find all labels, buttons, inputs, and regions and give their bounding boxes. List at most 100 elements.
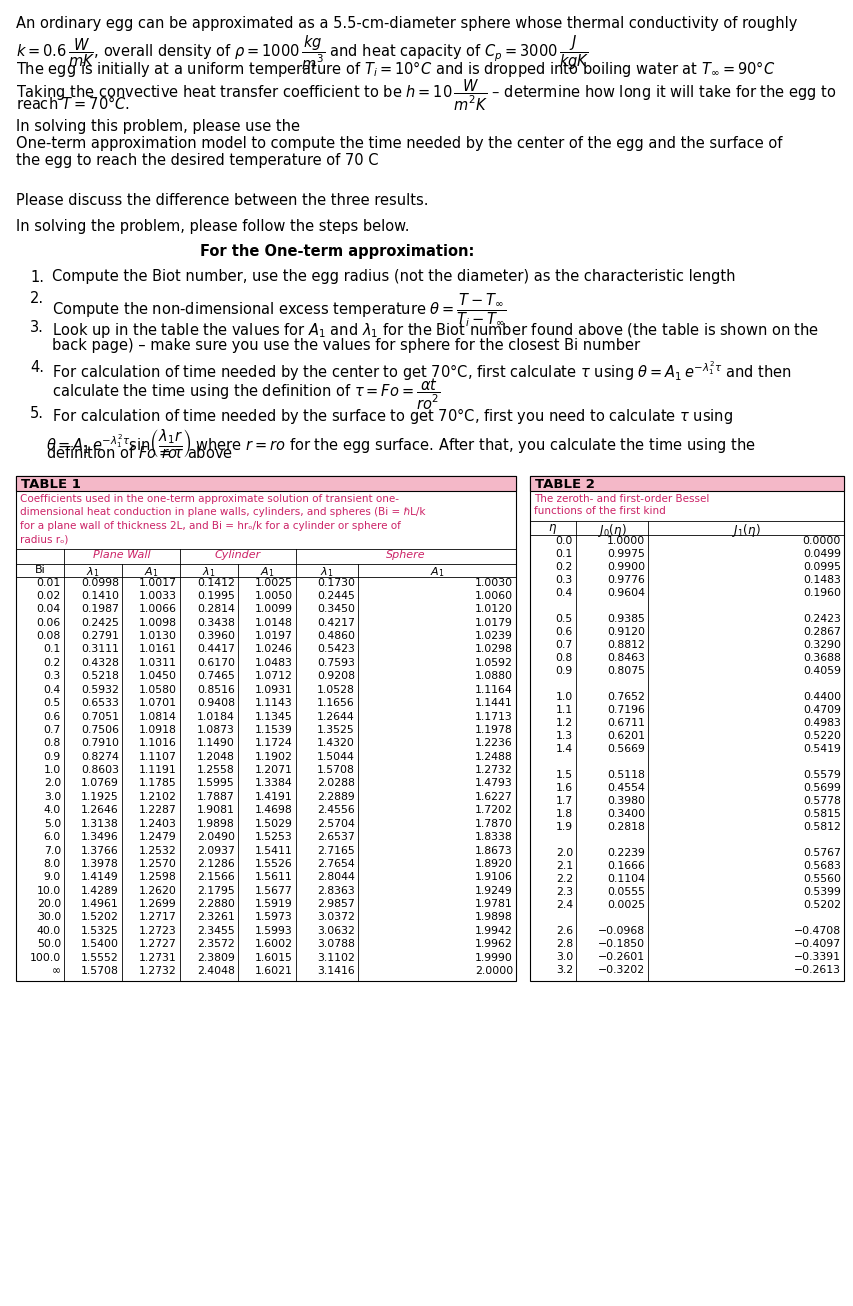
Text: 1.: 1.	[30, 269, 44, 285]
Text: For the One-term approximation:: For the One-term approximation:	[200, 244, 473, 259]
Text: 1.1902: 1.1902	[255, 752, 293, 761]
Text: 1.1539: 1.1539	[255, 725, 293, 735]
Text: 1.7870: 1.7870	[474, 819, 513, 829]
Text: 1.9081: 1.9081	[197, 806, 235, 815]
Text: 1.4793: 1.4793	[474, 778, 513, 789]
Text: 0.8: 0.8	[44, 738, 61, 748]
Text: 3.0: 3.0	[555, 952, 572, 963]
Text: 2.2889: 2.2889	[316, 791, 355, 802]
Text: 2.0: 2.0	[555, 848, 572, 858]
Text: 1.9962: 1.9962	[474, 939, 513, 949]
Text: 1.8920: 1.8920	[474, 859, 513, 868]
Text: 4.0: 4.0	[44, 806, 61, 815]
Text: 1.1016: 1.1016	[139, 738, 177, 748]
Text: 1.0098: 1.0098	[139, 618, 177, 628]
Text: 1.1656: 1.1656	[316, 699, 355, 708]
Text: 2.0288: 2.0288	[316, 778, 355, 789]
Text: 1.5400: 1.5400	[81, 939, 119, 949]
Text: 5.: 5.	[30, 406, 44, 422]
Text: 2.8: 2.8	[555, 939, 572, 949]
Text: 2.0490: 2.0490	[197, 832, 235, 842]
Text: 1.2102: 1.2102	[139, 791, 177, 802]
Text: 2.4048: 2.4048	[197, 966, 235, 976]
Text: 0.1666: 0.1666	[606, 861, 644, 871]
Text: 0.0: 0.0	[555, 535, 572, 546]
Text: Look up in the table the values for $A_1$ and $\lambda_1$ for the Biot number fo: Look up in the table the values for $A_1…	[52, 320, 818, 340]
Text: 1.2236: 1.2236	[474, 738, 513, 748]
Text: 1.4289: 1.4289	[81, 885, 119, 896]
Text: 2.1795: 2.1795	[197, 885, 235, 896]
Text: 0.3960: 0.3960	[197, 631, 235, 641]
Text: 1.5: 1.5	[555, 771, 572, 780]
Text: 2.1: 2.1	[555, 861, 572, 871]
Text: 0.5699: 0.5699	[802, 784, 840, 793]
Text: 0.9408: 0.9408	[197, 699, 235, 708]
Bar	[16, 475, 515, 981]
Text: 1.8338: 1.8338	[474, 832, 513, 842]
Text: 0.9: 0.9	[555, 666, 572, 677]
Text: 1.9990: 1.9990	[474, 952, 513, 963]
Text: 0.2445: 0.2445	[316, 590, 355, 601]
Text: calculate the time using the definition of $\tau = Fo = \dfrac{\alpha t}{ro^2}$: calculate the time using the definition …	[52, 377, 440, 413]
Text: 1.3: 1.3	[555, 731, 572, 741]
Text: −0.3202: −0.3202	[597, 965, 644, 976]
Text: 1.0050: 1.0050	[254, 590, 293, 601]
Text: 0.2423: 0.2423	[802, 614, 840, 624]
Text: 0.6: 0.6	[555, 627, 572, 637]
Text: 1.1785: 1.1785	[139, 778, 177, 789]
Text: 1.0931: 1.0931	[255, 684, 293, 695]
Text: 1.1164: 1.1164	[474, 684, 513, 695]
Text: 0.3980: 0.3980	[606, 795, 644, 806]
Text: 1.5708: 1.5708	[316, 765, 355, 774]
Text: 2.8044: 2.8044	[316, 872, 355, 883]
Text: 1.0: 1.0	[555, 692, 572, 703]
Text: 2.3809: 2.3809	[197, 952, 235, 963]
Text: 0.8812: 0.8812	[606, 640, 644, 650]
Text: 1.0311: 1.0311	[139, 658, 177, 667]
Text: 3.0788: 3.0788	[316, 939, 355, 949]
Text: 0.7196: 0.7196	[606, 705, 644, 714]
Text: Sphere: Sphere	[386, 550, 426, 560]
Text: 2.4556: 2.4556	[316, 806, 355, 815]
Text: 2.0937: 2.0937	[197, 845, 235, 855]
Text: 7.0: 7.0	[44, 845, 61, 855]
Text: 0.4860: 0.4860	[316, 631, 355, 641]
Text: 0.01: 0.01	[37, 577, 61, 588]
Text: 1.5253: 1.5253	[255, 832, 293, 842]
Text: An ordinary egg can be approximated as a 5.5-cm-diameter sphere whose thermal co: An ordinary egg can be approximated as a…	[16, 16, 797, 31]
Text: 0.5579: 0.5579	[802, 771, 840, 780]
Text: 1.0769: 1.0769	[81, 778, 119, 789]
Text: 0.5399: 0.5399	[802, 887, 840, 897]
Text: 1.3384: 1.3384	[255, 778, 293, 789]
Text: 1.1978: 1.1978	[474, 725, 513, 735]
Text: 0.5202: 0.5202	[802, 900, 840, 910]
Text: 1.0099: 1.0099	[255, 605, 293, 614]
Text: 0.1483: 0.1483	[802, 575, 840, 585]
Text: 1.0197: 1.0197	[255, 631, 293, 641]
Text: 0.3450: 0.3450	[316, 605, 355, 614]
Text: Cylinder: Cylinder	[215, 550, 261, 560]
Text: 100.0: 100.0	[30, 952, 61, 963]
Text: 1.0066: 1.0066	[139, 605, 177, 614]
Text: 0.2425: 0.2425	[81, 618, 119, 628]
Text: 1.2287: 1.2287	[139, 806, 177, 815]
Text: 1.4: 1.4	[555, 744, 572, 754]
Text: −0.1850: −0.1850	[597, 939, 644, 949]
Text: 1.2731: 1.2731	[139, 952, 177, 963]
Text: One-term approximation model to compute the time needed by the center of the egg: One-term approximation model to compute …	[16, 136, 781, 151]
Text: 0.8516: 0.8516	[197, 684, 235, 695]
Text: 0.6711: 0.6711	[606, 718, 644, 727]
Text: 20.0: 20.0	[37, 899, 61, 909]
Text: 1.0184: 1.0184	[197, 712, 235, 721]
Text: 1.9898: 1.9898	[197, 819, 235, 829]
Text: 0.5812: 0.5812	[802, 821, 840, 832]
Text: 0.7051: 0.7051	[81, 712, 119, 721]
Text: 1.2403: 1.2403	[139, 819, 177, 829]
Text: 0.7593: 0.7593	[316, 658, 355, 667]
Text: 1.0017: 1.0017	[139, 577, 177, 588]
Text: 1.5552: 1.5552	[81, 952, 119, 963]
Text: 1.3978: 1.3978	[81, 859, 119, 868]
Text: TABLE 1: TABLE 1	[21, 478, 81, 491]
Text: 1.4698: 1.4698	[255, 806, 293, 815]
Text: 3.0372: 3.0372	[316, 913, 355, 922]
